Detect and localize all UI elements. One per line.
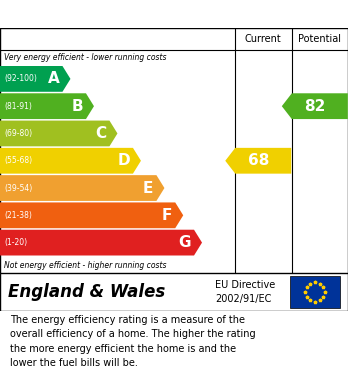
Bar [290,276,340,308]
Text: Not energy efficient - higher running costs: Not energy efficient - higher running co… [4,260,166,269]
Polygon shape [0,230,202,255]
Text: A: A [48,72,60,86]
Text: (69-80): (69-80) [4,129,32,138]
Text: England & Wales: England & Wales [8,283,165,301]
Polygon shape [0,120,118,146]
Text: C: C [95,126,106,141]
Text: Energy Efficiency Rating: Energy Efficiency Rating [10,5,239,23]
Text: (21-38): (21-38) [4,211,32,220]
Polygon shape [0,203,183,228]
Polygon shape [0,175,165,201]
Text: EU Directive
2002/91/EC: EU Directive 2002/91/EC [215,280,275,303]
Text: (55-68): (55-68) [4,156,32,165]
Text: (1-20): (1-20) [4,238,27,247]
Text: (92-100): (92-100) [4,74,37,83]
Text: (81-91): (81-91) [4,102,32,111]
Text: F: F [162,208,172,223]
Polygon shape [282,93,348,119]
Text: E: E [143,181,153,196]
Polygon shape [0,148,141,174]
Text: D: D [117,153,130,168]
Text: G: G [179,235,191,250]
Text: 68: 68 [247,153,269,168]
Text: B: B [71,99,83,114]
Text: The energy efficiency rating is a measure of the
overall efficiency of a home. T: The energy efficiency rating is a measur… [10,315,256,368]
Text: 82: 82 [304,99,325,114]
Polygon shape [225,148,291,174]
Text: Potential: Potential [298,34,341,44]
Polygon shape [0,93,94,119]
Text: Very energy efficient - lower running costs: Very energy efficient - lower running co… [4,54,166,63]
Text: (39-54): (39-54) [4,183,32,192]
Text: Current: Current [245,34,282,44]
Polygon shape [0,66,70,92]
